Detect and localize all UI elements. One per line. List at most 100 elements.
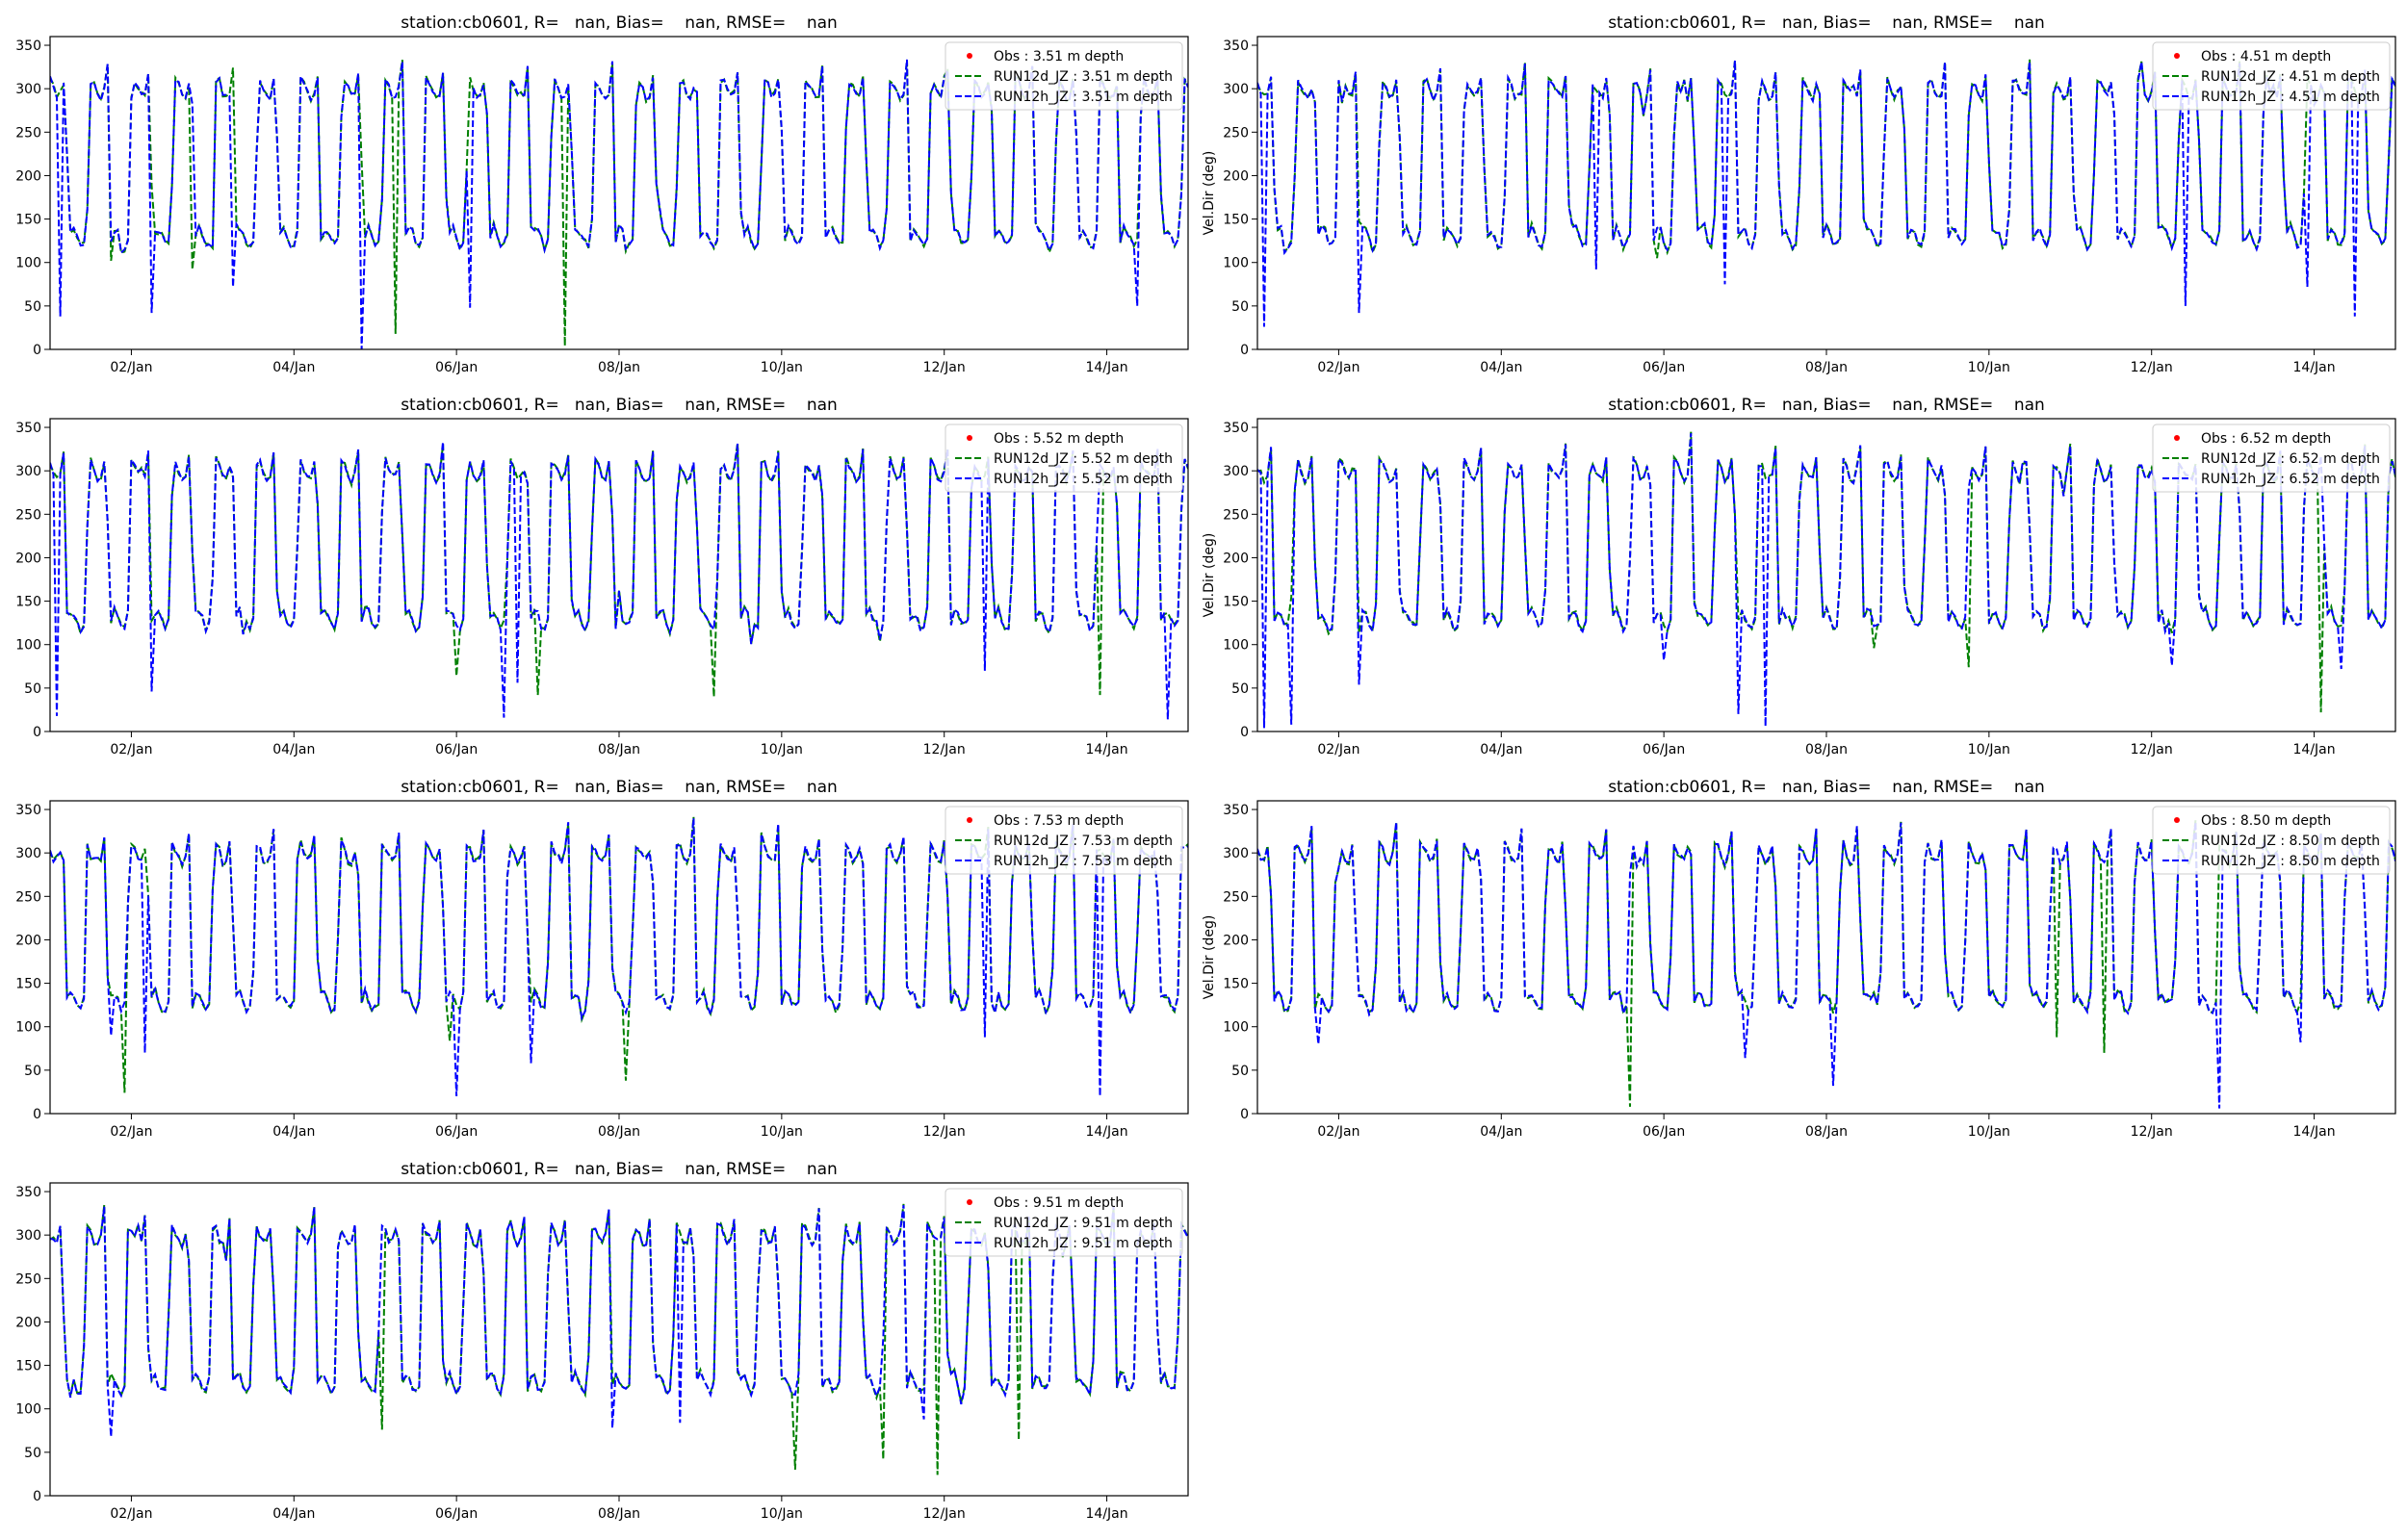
y-tick-label: 100 xyxy=(15,1020,41,1036)
chart-panel: station:cb0601, R= nan, Bias= nan, RMSE=… xyxy=(1202,396,2396,757)
x-tick-label: 08/Jan xyxy=(1805,360,1848,375)
legend: Obs : 7.53 m depth RUN12d_JZ : 7.53 m dep… xyxy=(945,806,1183,875)
x-tick-label: 04/Jan xyxy=(1480,1124,1522,1140)
legend-entry: RUN12d_JZ : 9.51 m depth xyxy=(994,1216,1173,1231)
x-tick-label: 08/Jan xyxy=(1805,1124,1848,1140)
axes-frame xyxy=(49,36,1189,350)
y-tick-label: 350 xyxy=(15,803,41,818)
x-tick-label: 12/Jan xyxy=(923,1506,966,1522)
chart-panel: station:cb0601, R= nan, Bias= nan, RMSE=… xyxy=(15,13,1189,375)
legend-box xyxy=(2152,424,2391,493)
legend-marker xyxy=(2174,817,2180,823)
chart-title: station:cb0601, R= nan, Bias= nan, RMSE=… xyxy=(401,778,838,797)
series-group xyxy=(50,441,1188,720)
y-tick-label: 150 xyxy=(15,977,41,992)
x-tick-label: 04/Jan xyxy=(272,1124,315,1140)
y-tick-label: 100 xyxy=(15,256,41,271)
y-tick-label: 50 xyxy=(24,1064,41,1079)
legend-box xyxy=(2152,41,2391,111)
y-tick-label: 0 xyxy=(33,725,41,740)
y-tick-label: 250 xyxy=(15,889,41,905)
x-tick-label: 02/Jan xyxy=(110,1506,152,1522)
x-tick-label: 08/Jan xyxy=(598,1124,640,1140)
y-tick-label: 250 xyxy=(1223,125,1249,141)
y-tick-label: 0 xyxy=(1240,725,1249,740)
chart-panel: station:cb0601, R= nan, Bias= nan, RMSE=… xyxy=(15,396,1189,757)
axes-frame xyxy=(1256,36,2396,350)
y-tick-label: 200 xyxy=(15,168,41,184)
x-tick-label: 10/Jan xyxy=(761,742,803,757)
legend-entry: Obs : 6.52 m depth xyxy=(2201,431,2331,447)
y-tick-label: 300 xyxy=(15,1228,41,1244)
y-tick-label: 350 xyxy=(1223,38,1249,54)
legend-marker xyxy=(967,817,972,823)
y-tick-label: 50 xyxy=(24,681,41,697)
chart-panel: station:cb0601, R= nan, Bias= nan, RMSE=… xyxy=(15,1160,1189,1522)
series-group xyxy=(1257,431,2395,729)
y-tick-label: 300 xyxy=(1223,846,1249,861)
chart-panel: station:cb0601, R= nan, Bias= nan, RMSE=… xyxy=(1202,13,2396,375)
y-tick-label: 100 xyxy=(1223,638,1249,654)
y-tick-label: 250 xyxy=(1223,889,1249,905)
legend-entry: Obs : 4.51 m depth xyxy=(2201,49,2331,64)
y-tick-label: 150 xyxy=(1223,977,1249,992)
axes-frame xyxy=(49,800,1189,1115)
x-tick-label: 10/Jan xyxy=(1968,1124,2010,1140)
y-tick-label: 150 xyxy=(15,595,41,610)
legend-entry: Obs : 7.53 m depth xyxy=(994,813,1124,829)
y-tick-label: 100 xyxy=(1223,1020,1249,1036)
y-tick-label: 50 xyxy=(1231,1064,1249,1079)
x-tick-label: 14/Jan xyxy=(2293,1124,2336,1140)
x-tick-label: 06/Jan xyxy=(1643,742,1685,757)
y-tick-label: 200 xyxy=(15,1315,41,1330)
legend-box xyxy=(945,1188,1183,1257)
series-line xyxy=(50,818,1188,1096)
x-tick-label: 08/Jan xyxy=(1805,742,1848,757)
series-group xyxy=(50,1203,1188,1476)
x-tick-label: 10/Jan xyxy=(1968,742,2010,757)
y-axis-label: Vel.Dir (deg) xyxy=(1202,151,1217,236)
y-tick-label: 0 xyxy=(33,343,41,358)
y-tick-label: 100 xyxy=(15,638,41,654)
y-tick-label: 350 xyxy=(1223,803,1249,818)
x-tick-label: 06/Jan xyxy=(435,360,478,375)
legend-box xyxy=(945,424,1183,493)
chart-title: station:cb0601, R= nan, Bias= nan, RMSE=… xyxy=(1608,13,2045,33)
x-tick-label: 08/Jan xyxy=(598,1506,640,1522)
legend-entry: RUN12h_JZ : 4.51 m depth xyxy=(2201,90,2380,105)
series-line xyxy=(1257,433,2395,729)
legend-box xyxy=(2152,806,2391,875)
y-tick-label: 350 xyxy=(15,1185,41,1200)
x-tick-label: 02/Jan xyxy=(1317,742,1359,757)
y-tick-label: 200 xyxy=(15,551,41,566)
legend: Obs : 9.51 m depth RUN12d_JZ : 9.51 m dep… xyxy=(945,1188,1183,1257)
legend-entry: Obs : 5.52 m depth xyxy=(994,431,1124,447)
y-tick-label: 200 xyxy=(15,933,41,948)
legend-entry: RUN12d_JZ : 3.51 m depth xyxy=(994,69,1173,85)
chart-title: station:cb0601, R= nan, Bias= nan, RMSE=… xyxy=(401,1160,838,1179)
chart-title: station:cb0601, R= nan, Bias= nan, RMSE=… xyxy=(401,396,838,415)
y-tick-label: 300 xyxy=(15,82,41,97)
series-group xyxy=(1257,59,2395,327)
x-tick-label: 14/Jan xyxy=(1086,1124,1128,1140)
x-tick-label: 06/Jan xyxy=(435,1506,478,1522)
y-tick-label: 50 xyxy=(1231,681,1249,697)
y-tick-label: 100 xyxy=(15,1402,41,1418)
legend-entry: RUN12h_JZ : 6.52 m depth xyxy=(2201,472,2380,487)
legend-box xyxy=(945,806,1183,875)
y-axis-label: Vel.Dir (deg) xyxy=(1202,915,1217,1000)
y-tick-label: 350 xyxy=(15,421,41,436)
y-tick-label: 150 xyxy=(15,213,41,228)
chart-panel: station:cb0601, R= nan, Bias= nan, RMSE=… xyxy=(1202,778,2396,1140)
x-tick-label: 06/Jan xyxy=(1643,360,1685,375)
chart-title: station:cb0601, R= nan, Bias= nan, RMSE=… xyxy=(1608,778,2045,797)
y-tick-label: 0 xyxy=(33,1107,41,1122)
y-tick-label: 150 xyxy=(1223,595,1249,610)
y-tick-label: 300 xyxy=(15,464,41,479)
y-tick-label: 150 xyxy=(15,1359,41,1374)
series-group xyxy=(50,59,1188,349)
legend-entry: Obs : 3.51 m depth xyxy=(994,49,1124,64)
y-tick-label: 150 xyxy=(1223,213,1249,228)
legend-box xyxy=(945,41,1183,111)
series-group xyxy=(50,816,1188,1096)
